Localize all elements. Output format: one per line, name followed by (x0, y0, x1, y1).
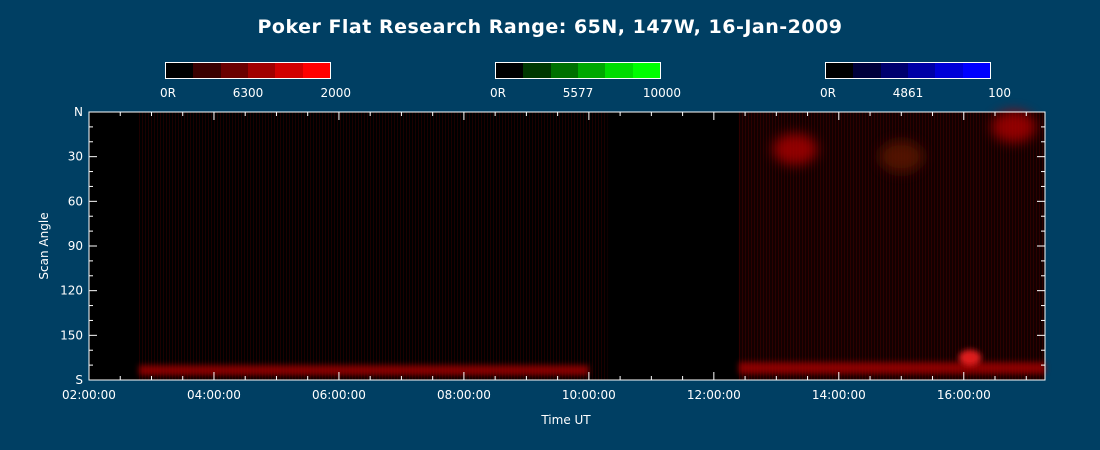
colorbar-gradient (825, 62, 991, 79)
colorbar-wavelength-label: 6300 (232, 86, 264, 100)
colorbar-gradient (495, 62, 661, 79)
x-axis-title: Time UT (540, 413, 591, 427)
colorbar-swatch (220, 63, 248, 78)
colorbar-wavelength-label: 4861 (892, 86, 924, 100)
emission-patch (878, 140, 924, 173)
colorbar-swatch (275, 63, 303, 78)
y-tick-label: 60 (68, 194, 83, 208)
colorbar-swatch (935, 63, 963, 78)
x-tick-label: 16:00:00 (937, 388, 991, 402)
colorbar-min-label: 0R (820, 86, 836, 100)
colorbar-swatch (962, 63, 990, 78)
colorbar-gradient (165, 62, 331, 79)
colorbar-swatch (302, 63, 330, 78)
colorbar-swatch (907, 63, 936, 78)
colorbar-swatch (166, 63, 194, 78)
emission-band (738, 362, 1045, 375)
colorbar-swatch (632, 63, 660, 78)
y-tick-label: 150 (60, 328, 83, 342)
emission-patch (772, 133, 818, 166)
colorbar-wavelength-label: 5577 (562, 86, 594, 100)
colorbar-swatch (550, 63, 578, 78)
colorbar-swatch (605, 63, 633, 78)
colorbar-6300: 0R 6300 2000 (160, 62, 351, 100)
x-tick-label: 10:00:00 (562, 388, 616, 402)
colorbar-swatch (496, 63, 524, 78)
y-tick-label: N (74, 105, 83, 119)
y-tick-label: 30 (68, 150, 83, 164)
x-tick-label: 12:00:00 (687, 388, 741, 402)
data-region (137, 112, 608, 380)
colorbar-swatch (853, 63, 881, 78)
colorbar-max-label: 2000 (320, 86, 351, 100)
y-tick-label: 90 (68, 239, 83, 253)
emission-band (138, 365, 589, 376)
colorbar-swatch (826, 63, 854, 78)
colorbar-swatch (577, 63, 606, 78)
emission-patch (958, 349, 982, 366)
y-tick-label: S (75, 373, 83, 387)
x-tick-label: 06:00:00 (312, 388, 366, 402)
y-axis-title: Scan Angle (37, 212, 51, 279)
x-tick-label: 04:00:00 (187, 388, 241, 402)
colorbar-4861: 0R 4861 100 (820, 62, 1011, 100)
colorbar-max-label: 10000 (642, 86, 681, 100)
colorbar-5577: 0R 5577 10000 (490, 62, 681, 100)
colorbar-swatch (523, 63, 551, 78)
colorbar-max-label: 100 (988, 86, 1011, 100)
x-tick-label: 14:00:00 (812, 388, 866, 402)
y-tick-label: 120 (60, 284, 83, 298)
chart-title: Poker Flat Research Range: 65N, 147W, 16… (257, 16, 843, 38)
emission-patch (991, 110, 1037, 143)
colorbar-min-label: 0R (490, 86, 506, 100)
colorbar-swatch (193, 63, 221, 78)
colorbar-swatch (880, 63, 908, 78)
colorbar-swatch (247, 63, 276, 78)
colorbar-min-label: 0R (160, 86, 176, 100)
x-tick-label: 02:00:00 (62, 388, 116, 402)
x-tick-label: 08:00:00 (437, 388, 491, 402)
